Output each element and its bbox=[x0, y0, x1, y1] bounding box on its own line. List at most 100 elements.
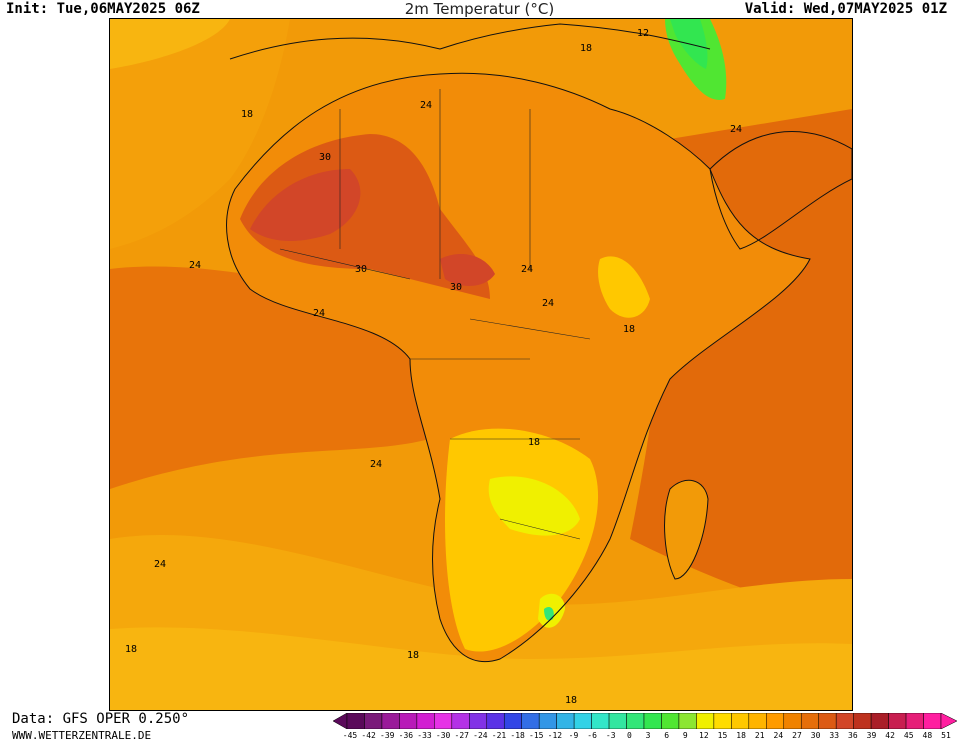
colorbar-tick-label: -6 bbox=[587, 731, 597, 740]
contour-label: 30 bbox=[319, 152, 332, 163]
colorbar-tick-label: -45 bbox=[342, 731, 358, 740]
colorbar-swatch bbox=[573, 713, 592, 729]
colorbar-swatch bbox=[381, 713, 400, 729]
colorbar-swatch bbox=[364, 713, 383, 729]
colorbar-swatch bbox=[591, 713, 610, 729]
contour-label: 24 bbox=[542, 298, 555, 309]
colorbar-tick-label: 42 bbox=[885, 731, 895, 740]
colorbar-tick-label: 0 bbox=[626, 731, 632, 740]
colorbar-tick-label: 9 bbox=[682, 731, 688, 740]
valid-time-label: Valid: Wed,07MAY2025 01Z bbox=[744, 1, 947, 17]
website-label[interactable]: WWW.WETTERZENTRALE.DE bbox=[12, 729, 152, 742]
colorbar-tick-label: -30 bbox=[435, 731, 451, 740]
colorbar-tick-label: 27 bbox=[792, 731, 802, 740]
madagascar-coastline bbox=[664, 479, 709, 580]
colorbar-swatch bbox=[835, 713, 854, 729]
contour-label: 18 bbox=[125, 644, 138, 655]
contour-label: 24 bbox=[313, 308, 326, 319]
southern-africa-cool bbox=[445, 428, 599, 652]
colorbar-tick-label: 3 bbox=[645, 731, 651, 740]
sahara-hot-zone bbox=[240, 134, 490, 299]
colorbar-swatch bbox=[608, 713, 627, 729]
colorbar-tick-label: 15 bbox=[717, 731, 728, 740]
contour-label: 30 bbox=[355, 264, 368, 275]
colorbar-tick-label: -18 bbox=[510, 731, 525, 740]
colorbar-tick-label: -3 bbox=[605, 731, 616, 740]
map-svg bbox=[110, 19, 852, 710]
colorbar-swatch bbox=[434, 713, 453, 729]
arabia-coastline bbox=[709, 131, 852, 250]
colorbar-swatch bbox=[783, 713, 802, 729]
lesotho-cold bbox=[544, 607, 554, 621]
chad-hot-zone bbox=[440, 254, 495, 286]
south-band-2 bbox=[110, 627, 852, 710]
colorbar-tick-label: 6 bbox=[664, 731, 670, 740]
colorbar-swatch bbox=[661, 713, 680, 729]
colorbar-swatch bbox=[678, 713, 697, 729]
colorbar-swatch bbox=[416, 713, 435, 729]
colorbar-tick-label: -24 bbox=[473, 731, 488, 740]
colorbar-tick-label: -39 bbox=[380, 731, 395, 740]
colorbar-swatch bbox=[748, 713, 767, 729]
colorbar-swatch bbox=[766, 713, 785, 729]
sahara-hottest-zone bbox=[250, 169, 361, 241]
colorbar-swatch bbox=[888, 713, 907, 729]
colorbar-tick-label: 39 bbox=[866, 731, 877, 740]
colorbar bbox=[333, 713, 958, 729]
colorbar-swatch bbox=[731, 713, 750, 729]
colorbar-tick-label: 30 bbox=[810, 731, 821, 740]
botswana-cool bbox=[488, 476, 580, 536]
ethiopian-highlands bbox=[598, 256, 650, 318]
contour-label: 18 bbox=[580, 43, 593, 54]
contour-label: 18 bbox=[565, 695, 578, 706]
colorbar-tick-label: -42 bbox=[361, 731, 376, 740]
colorbar-tick-label: 12 bbox=[699, 731, 709, 740]
contour-label: 18 bbox=[623, 324, 636, 335]
data-source-label: Data: GFS OPER 0.250° bbox=[12, 711, 190, 727]
colorbar-tick-labels: -45 -42 -39 -36 -33 -30 -27 -24 -21 -18 -15 -12 -9 -6… bbox=[342, 731, 958, 741]
colorbar-swatch bbox=[713, 713, 732, 729]
country-borders bbox=[279, 89, 591, 540]
colorbar-tick-label: 33 bbox=[829, 731, 840, 740]
init-time-label: Init: Tue,06MAY2025 06Z bbox=[6, 1, 200, 17]
colorbar-swatch bbox=[800, 713, 819, 729]
colorbar-tick-label: 51 bbox=[941, 731, 951, 740]
colorbar-tick-label: 21 bbox=[754, 731, 765, 740]
colorbar-swatch bbox=[503, 713, 522, 729]
nw-ocean-zone bbox=[110, 19, 290, 249]
colorbar-tick-label: -21 bbox=[491, 731, 507, 740]
contour-label: 18 bbox=[407, 650, 420, 661]
colorbar-left-arrow bbox=[333, 713, 348, 729]
colorbar-tick-label: 48 bbox=[922, 731, 933, 740]
colorbar-swatch bbox=[870, 713, 889, 729]
contour-label: 24 bbox=[370, 459, 383, 470]
map-title: 2m Temperatur (°C) bbox=[404, 0, 555, 18]
colorbar-swatch bbox=[643, 713, 662, 729]
colorbar-swatch bbox=[853, 713, 872, 729]
colorbar-tick-label: 18 bbox=[736, 731, 746, 740]
colorbar-swatch bbox=[538, 713, 557, 729]
contour-label: 12 bbox=[637, 28, 650, 39]
colorbar-swatch bbox=[451, 713, 470, 729]
colorbar-tick-label: -9 bbox=[568, 731, 579, 740]
colorbar-swatch bbox=[521, 713, 540, 729]
colorbar-tick-label: -27 bbox=[454, 731, 469, 740]
contour-label: 18 bbox=[241, 109, 254, 120]
nw-corner-cool bbox=[110, 19, 230, 69]
colorbar-tick-label: -36 bbox=[398, 731, 414, 740]
contour-label: 24 bbox=[154, 559, 167, 570]
contour-label: 24 bbox=[189, 260, 202, 271]
temperature-map[interactable]: 18 12 18 24 24 30 24 30 30 24 24 24 18 1… bbox=[109, 18, 853, 711]
colorbar-swatch bbox=[923, 713, 942, 729]
contour-label: 30 bbox=[450, 282, 463, 293]
colorbar-swatch bbox=[696, 713, 715, 729]
colorbar-tick-label: -33 bbox=[417, 731, 432, 740]
colorbar-tick-label: 45 bbox=[903, 731, 914, 740]
colorbar-swatch bbox=[399, 713, 418, 729]
contour-label: 24 bbox=[730, 124, 743, 135]
colorbar-swatch bbox=[469, 713, 488, 729]
colorbar-swatch bbox=[818, 713, 837, 729]
colorbar-swatch bbox=[346, 713, 365, 729]
colorbar-tick-label: -12 bbox=[547, 731, 563, 740]
contour-label: 18 bbox=[528, 437, 541, 448]
